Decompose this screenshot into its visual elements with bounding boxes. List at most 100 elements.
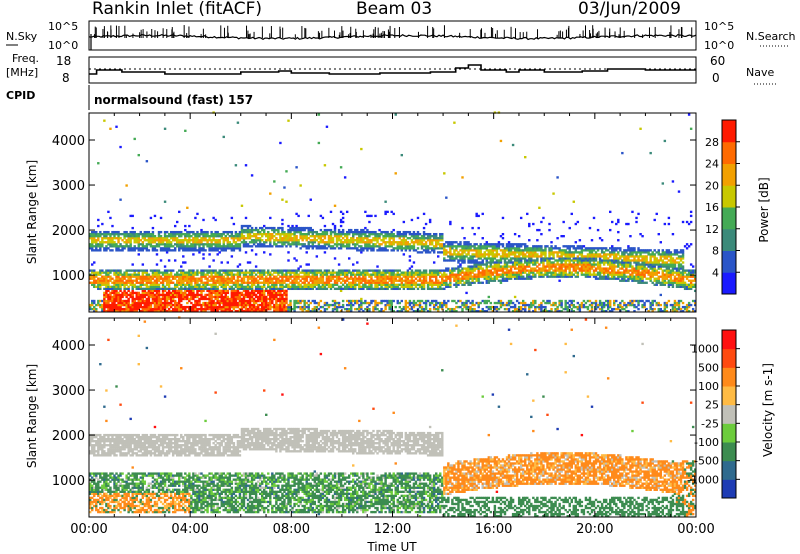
range-gate-cell bbox=[109, 277, 112, 280]
range-gate-cell bbox=[441, 269, 444, 272]
range-gate-cell bbox=[279, 275, 282, 278]
range-gate-cell bbox=[515, 275, 519, 278]
range-gate-cell bbox=[311, 283, 314, 286]
range-gate-cell bbox=[479, 273, 482, 276]
range-gate-cell bbox=[171, 291, 175, 295]
range-gate-cell bbox=[192, 253, 195, 256]
range-gate-cell bbox=[279, 226, 282, 230]
range-gate-cell bbox=[145, 293, 149, 297]
range-gate-cell bbox=[107, 279, 110, 282]
range-gate-cell bbox=[147, 249, 151, 252]
range-gate-cell bbox=[376, 301, 379, 305]
range-gate-cell bbox=[493, 263, 497, 266]
range-gate-cell bbox=[218, 269, 221, 272]
range-gate-cell bbox=[370, 285, 373, 288]
range-gate-cell bbox=[248, 245, 252, 248]
range-gate-cell bbox=[489, 245, 493, 248]
range-gate-cell bbox=[337, 273, 341, 276]
range-gate-cell bbox=[313, 299, 317, 303]
range-gate-cell bbox=[91, 307, 94, 311]
range-gate-cell bbox=[236, 277, 240, 280]
range-gate-cell bbox=[165, 287, 169, 291]
range-gate-cell bbox=[176, 305, 179, 309]
range-gate-cell bbox=[426, 309, 430, 313]
range-gate-cell bbox=[123, 245, 126, 248]
range-gate-cell bbox=[337, 263, 341, 266]
range-gate-cell bbox=[295, 226, 298, 230]
range-gate-cell bbox=[519, 259, 523, 262]
range-gate-cell bbox=[218, 245, 221, 248]
range-gate-cell bbox=[279, 301, 282, 305]
range-gate-cell bbox=[398, 273, 401, 276]
range-gate-cell bbox=[481, 253, 484, 256]
range-gate-cell bbox=[341, 245, 345, 248]
range-gate-cell bbox=[291, 281, 294, 284]
range-gate-cell bbox=[240, 271, 244, 274]
range-gate-cell bbox=[467, 253, 470, 256]
range-gate-cell bbox=[137, 237, 140, 240]
range-gate-cell bbox=[313, 309, 317, 313]
range-gate-cell bbox=[487, 243, 491, 246]
range-gate-cell bbox=[275, 301, 278, 305]
range-gate-cell bbox=[267, 285, 270, 288]
range-gate-cell bbox=[303, 303, 306, 307]
range-gate-cell bbox=[222, 275, 225, 278]
freq-label-top: Freq. bbox=[12, 52, 39, 65]
range-gate-cell bbox=[519, 257, 523, 260]
range-gate-cell bbox=[515, 255, 519, 258]
range-gate-cell bbox=[313, 279, 317, 282]
range-gate-cell bbox=[121, 277, 124, 280]
range-gate-cell bbox=[390, 210, 393, 214]
range-gate-cell bbox=[289, 271, 292, 274]
range-gate-cell bbox=[281, 299, 284, 303]
range-gate-cell bbox=[208, 243, 211, 246]
range-gate-cell bbox=[350, 247, 353, 250]
range-gate-cell bbox=[240, 269, 244, 272]
range-gate-cell bbox=[184, 287, 187, 291]
range-gate-cell bbox=[293, 283, 296, 286]
range-gate-cell bbox=[93, 230, 96, 234]
range-gate-cell bbox=[194, 271, 197, 274]
range-gate-cell bbox=[230, 271, 234, 274]
range-gate-cell bbox=[497, 307, 501, 311]
range-gate-cell bbox=[515, 267, 519, 270]
range-gate-cell bbox=[515, 277, 519, 280]
range-gate-cell bbox=[422, 212, 426, 216]
range-gate-cell bbox=[449, 222, 452, 226]
range-gate-cell bbox=[366, 239, 369, 242]
range-gate-cell bbox=[321, 230, 325, 234]
noise-left-top: 10^5 bbox=[48, 20, 78, 33]
range-gate-cell bbox=[477, 267, 480, 270]
range-gate-cell bbox=[311, 285, 314, 288]
range-gate-cell bbox=[236, 235, 240, 238]
range-gate-cell bbox=[137, 275, 140, 278]
range-gate-cell bbox=[481, 309, 484, 313]
range-gate-cell bbox=[513, 251, 517, 254]
range-gate-cell bbox=[509, 259, 513, 262]
range-gate-cell bbox=[169, 295, 173, 299]
range-gate-cell bbox=[155, 295, 159, 299]
range-gate-cell bbox=[319, 228, 323, 232]
range-gate-cell bbox=[109, 279, 112, 282]
range-gate-cell bbox=[283, 230, 286, 234]
range-gate-cell bbox=[254, 301, 258, 305]
range-gate-cell bbox=[447, 299, 450, 303]
range-gate-cell bbox=[515, 261, 519, 264]
range-gate-cell bbox=[396, 287, 399, 291]
range-gate-cell bbox=[449, 281, 452, 284]
range-gate-cell bbox=[289, 309, 292, 313]
range-gate-cell bbox=[402, 273, 406, 276]
range-gate-cell bbox=[254, 228, 258, 232]
range-gate-cell bbox=[149, 277, 153, 280]
range-gate-cell bbox=[143, 309, 147, 313]
range-gate-cell bbox=[485, 299, 488, 303]
range-gate-cell bbox=[240, 224, 244, 228]
range-gate-cell bbox=[97, 277, 100, 280]
range-gate-cell bbox=[133, 307, 136, 311]
range-gate-cell bbox=[319, 271, 323, 274]
range-gate-cell bbox=[451, 273, 454, 276]
range-gate-cell bbox=[485, 301, 488, 305]
range-gate-cell bbox=[390, 232, 393, 236]
range-gate-cell bbox=[378, 243, 381, 246]
range-gate-cell bbox=[224, 247, 227, 250]
